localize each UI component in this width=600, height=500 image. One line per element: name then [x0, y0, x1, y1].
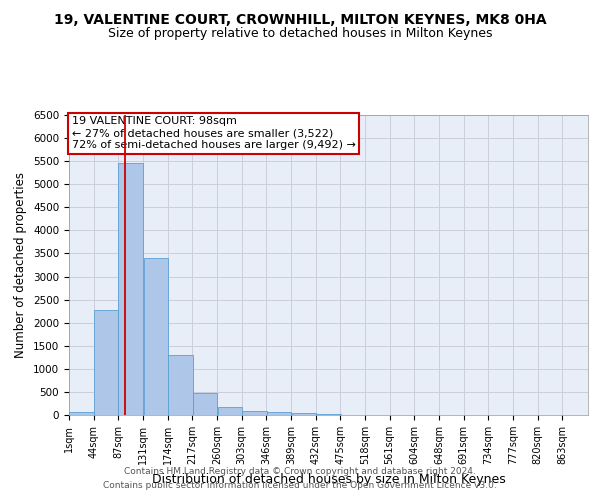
Y-axis label: Number of detached properties: Number of detached properties: [14, 172, 28, 358]
Text: 19 VALENTINE COURT: 98sqm
← 27% of detached houses are smaller (3,522)
72% of se: 19 VALENTINE COURT: 98sqm ← 27% of detac…: [71, 116, 355, 150]
Text: Contains HM Land Registry data © Crown copyright and database right 2024.: Contains HM Land Registry data © Crown c…: [124, 467, 476, 476]
Bar: [143, 258, 168, 415]
Bar: [169, 354, 193, 415]
Bar: [292, 412, 316, 415]
Bar: [267, 412, 292, 415]
X-axis label: Distribution of detached houses by size in Milton Keynes: Distribution of detached houses by size …: [152, 472, 505, 486]
Text: Size of property relative to detached houses in Milton Keynes: Size of property relative to detached ho…: [108, 28, 492, 40]
Bar: [242, 411, 267, 415]
Text: Contains public sector information licensed under the Open Government Licence v3: Contains public sector information licen…: [103, 481, 497, 490]
Bar: [69, 412, 94, 415]
Bar: [316, 414, 341, 415]
Text: 19, VALENTINE COURT, CROWNHILL, MILTON KEYNES, MK8 0HA: 19, VALENTINE COURT, CROWNHILL, MILTON K…: [53, 12, 547, 26]
Bar: [94, 310, 118, 415]
Bar: [118, 164, 143, 415]
Bar: [193, 393, 217, 415]
Bar: [218, 408, 242, 415]
